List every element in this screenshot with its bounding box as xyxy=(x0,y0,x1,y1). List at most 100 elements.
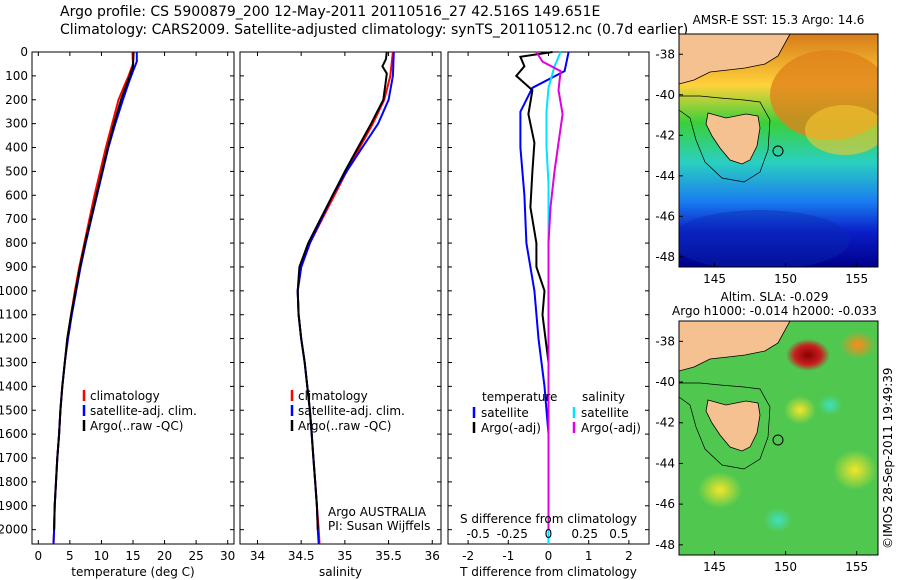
map-axes: 145 150 155 -38 -40 -42 -44 -46 -48 AMSR-E SST: 1… xyxy=(655,13,877,574)
map-y-tick-label: -42 xyxy=(655,128,675,142)
tasmania xyxy=(705,112,761,165)
y-tick-label: 600 xyxy=(5,188,28,202)
y-tick-label: 1400 xyxy=(0,379,28,393)
pi-label: PI: Susan Wijffels xyxy=(328,519,430,533)
sla-high-patch xyxy=(840,331,876,359)
map-x-tick-label: 155 xyxy=(845,560,868,574)
y-tick-label: 100 xyxy=(5,69,28,83)
sla-map-panel xyxy=(678,320,879,556)
difference-panel: -2 -1 0 1 2 T difference from climatology temp… xyxy=(447,51,650,579)
mainland-australia-2 xyxy=(679,321,791,372)
y-tick-label: 0 xyxy=(20,45,28,59)
sst-map-frame xyxy=(678,33,879,268)
x-tick-label: 15 xyxy=(125,549,140,563)
salinity-panel: 34 34.5 35 35.5 36 salinity climatologysatelli… xyxy=(239,51,442,579)
temp-axes-frame xyxy=(31,51,235,545)
sst-map-panel xyxy=(678,33,879,268)
legend-label: satellite-adj. clim. xyxy=(298,404,405,418)
legend-title: salinity xyxy=(582,390,625,404)
sla-map-title: Altim. SLA: -0.029 xyxy=(720,290,828,304)
x-tick-label: -1 xyxy=(502,549,514,563)
x2-tick-label: -0.5 xyxy=(466,527,489,541)
mainland-australia xyxy=(679,34,791,85)
sst-warm-patch xyxy=(805,105,878,155)
legend-label: satellite xyxy=(481,406,529,420)
map-x-tick-label: 150 xyxy=(774,272,797,286)
y-tick-label: 400 xyxy=(5,141,28,155)
y-tick-label: 1200 xyxy=(0,332,28,346)
y-tick-label: 900 xyxy=(5,260,28,274)
x2-tick-label: 0.5 xyxy=(609,527,628,541)
shelf-contour-2 xyxy=(679,382,771,470)
x-tick-label: 30 xyxy=(220,549,235,563)
x-tick-label: 35.5 xyxy=(375,549,402,563)
y-tick-label: 300 xyxy=(5,117,28,131)
legend-label: Argo(-adj) xyxy=(581,421,641,435)
map-y-tick-label: -44 xyxy=(655,456,675,470)
figure-title-line-2: Climatology: CARS2009. Satellite-adjuste… xyxy=(60,22,689,38)
y-tick-label: 1700 xyxy=(0,451,28,465)
y-tick-label: 500 xyxy=(5,164,28,178)
x-tick-label: 35 xyxy=(337,549,352,563)
x-tick-label: 5 xyxy=(66,549,74,563)
map-x-tick-label: 155 xyxy=(845,272,868,286)
sst-cold-patch xyxy=(679,210,850,267)
x-tick-label: 0 xyxy=(545,549,553,563)
sla-low-patch xyxy=(818,395,842,415)
owner-label: Argo AUSTRALIA xyxy=(328,505,427,519)
legend-label: Argo(-adj) xyxy=(481,421,541,435)
x-tick-label: 34 xyxy=(250,549,265,563)
map-y-tick-label: -38 xyxy=(655,47,675,61)
map-y-tick-label: -46 xyxy=(655,497,675,511)
y-tick-label: 200 xyxy=(5,93,28,107)
y-tick-label: 700 xyxy=(5,212,28,226)
map-y-tick-label: -48 xyxy=(655,538,675,552)
diff-x2-axis-label: S difference from climatology xyxy=(460,512,637,526)
legend-label: climatology xyxy=(298,389,368,403)
legend-label: climatology xyxy=(90,389,160,403)
legend-label: satellite xyxy=(581,406,629,420)
argo-position-marker xyxy=(772,145,784,157)
map-y-tick-label: -46 xyxy=(655,209,675,223)
sla-high-patch xyxy=(784,396,816,424)
x-tick-label: 0 xyxy=(34,549,42,563)
series-line-argo-raw-qc- xyxy=(296,51,388,530)
legend-title: temperature xyxy=(482,390,557,404)
y-tick-label: 800 xyxy=(5,236,28,250)
shelf-contour xyxy=(679,95,771,183)
legend-label: Argo(..raw -QC) xyxy=(90,419,183,433)
x-tick-label: 25 xyxy=(188,549,203,563)
map-x-tick-label: 150 xyxy=(774,560,797,574)
tasmania-2 xyxy=(705,399,761,452)
x-tick-label: 10 xyxy=(94,549,109,563)
argo-position-marker-2 xyxy=(772,434,784,446)
map-y-tick-label: -40 xyxy=(655,375,675,389)
x-tick-label: 20 xyxy=(157,549,172,563)
legend-label: Argo(..raw -QC) xyxy=(298,419,391,433)
sst-map-title: AMSR-E SST: 15.3 Argo: 14.6 xyxy=(693,13,865,27)
x2-tick-label: 0.25 xyxy=(571,527,598,541)
x-tick-label: 2 xyxy=(625,549,633,563)
sla-map-subtitle: Argo h1000: -0.014 h2000: -0.033 xyxy=(672,304,877,318)
y-tick-label: 1900 xyxy=(0,499,28,513)
x2-tick-label: 0 xyxy=(545,527,553,541)
y-tick-label: 2000 xyxy=(0,523,28,537)
x-tick-label: 34.5 xyxy=(288,549,315,563)
x2-tick-label: -0.25 xyxy=(497,527,528,541)
map-y-tick-label: -42 xyxy=(655,416,675,430)
x-tick-label: 36 xyxy=(425,549,440,563)
y-tick-label: 1600 xyxy=(0,427,28,441)
temperature-panel: 0 5 10 15 20 25 300100200300400500600700800900… xyxy=(0,45,235,579)
sla-high-patch xyxy=(833,450,877,490)
map-y-tick-label: -44 xyxy=(655,169,675,183)
y-tick-label: 1000 xyxy=(0,284,28,298)
sal-axes-frame xyxy=(239,51,442,545)
sla-high-patch xyxy=(786,339,830,371)
map-y-tick-label: -48 xyxy=(655,250,675,264)
x-tick-label: 1 xyxy=(585,549,593,563)
map-x-tick-label: 145 xyxy=(703,560,726,574)
map-y-tick-label: -38 xyxy=(655,334,675,348)
y-tick-label: 1800 xyxy=(0,475,28,489)
x-tick-label: -2 xyxy=(462,549,474,563)
